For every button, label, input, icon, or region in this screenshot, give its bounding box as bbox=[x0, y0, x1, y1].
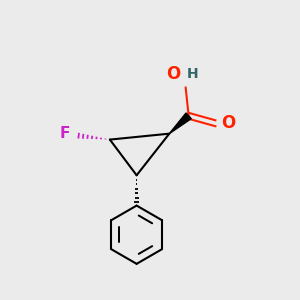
Polygon shape bbox=[169, 113, 191, 134]
Text: F: F bbox=[59, 126, 70, 141]
Text: O: O bbox=[221, 114, 235, 132]
Text: H: H bbox=[187, 67, 199, 81]
Text: O: O bbox=[166, 65, 180, 83]
